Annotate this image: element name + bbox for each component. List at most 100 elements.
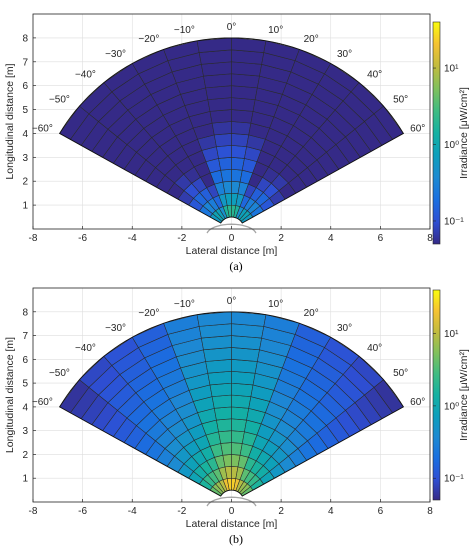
colorbar-tick-label: 10⁻¹ [444, 216, 464, 227]
y-axis-label: Longitudinal distance [m] [4, 63, 16, 179]
x-axis-label: Lateral distance [m] [186, 245, 278, 257]
angle-label: 20° [304, 34, 319, 45]
angle-label: −30° [105, 323, 126, 334]
colorbar-tick-label: 10⁻¹ [444, 474, 464, 485]
angle-label: −20° [138, 308, 159, 319]
heatmap-cell [231, 418, 247, 433]
angle-label: −50° [49, 368, 70, 379]
x-tick-label: 8 [427, 233, 433, 244]
angle-label: 10° [268, 25, 283, 36]
sector-outline [58, 37, 405, 224]
x-tick-label: 6 [378, 233, 384, 244]
x-tick-label: -8 [29, 506, 38, 517]
heatmap-cell [209, 382, 232, 397]
angle-label: 30° [337, 49, 352, 60]
sensor-marker [206, 223, 257, 234]
heatmap-cell [231, 133, 250, 147]
angle-label: −30° [105, 49, 126, 60]
y-axis-label: Longitudinal distance [m] [4, 337, 16, 453]
angle-label: −40° [75, 343, 96, 354]
y-tick-label: 1 [22, 201, 28, 212]
heatmap-cell [218, 157, 232, 171]
x-tick-label: 4 [328, 506, 334, 517]
sector-outline [58, 311, 405, 497]
heatmap-cell [231, 406, 250, 421]
angle-label: 0° [227, 22, 237, 33]
x-tick-label: 2 [278, 506, 284, 517]
y-tick-label: 5 [22, 105, 28, 116]
y-tick-label: 7 [22, 57, 28, 68]
colorbar [432, 289, 441, 501]
angle-label: 10° [268, 299, 283, 310]
heatmap-cell [231, 382, 254, 397]
angle-label: 40° [367, 69, 382, 80]
y-tick-label: 4 [22, 129, 28, 140]
heatmap-cell [231, 145, 247, 159]
angle-label: −20° [138, 34, 159, 45]
chart-panel-b: -8 -6 -4 -2 0 2 4 6 8 1 2 3 4 5 6 7 8 Lateral distance [m… [4, 287, 470, 546]
y-tick-label: 6 [22, 81, 28, 92]
x-tick-label: 0 [229, 233, 235, 244]
x-tick-label: -4 [128, 233, 137, 244]
y-tick-label: 8 [22, 33, 28, 44]
colorbar [432, 21, 441, 245]
colorbar-tick-label: 10¹ [444, 329, 459, 340]
angle-label: −10° [174, 25, 195, 36]
colorbar-tick-label: 10¹ [444, 64, 459, 75]
x-tick-label: 2 [278, 233, 284, 244]
y-tick-label: 5 [22, 379, 28, 390]
angle-label: 30° [337, 323, 352, 334]
x-tick-label: -8 [29, 233, 38, 244]
y-tick-label: 6 [22, 355, 28, 366]
angle-label: 20° [304, 308, 319, 319]
x-tick-label: -6 [78, 506, 87, 517]
colorbar-label: Irradiance [μW/cm²] [458, 349, 470, 441]
colorbar-tick-label: 10⁰ [444, 401, 459, 412]
y-tick-label: 3 [22, 426, 28, 437]
heatmap-cell [213, 133, 232, 147]
heatmap-cell [220, 168, 232, 183]
chart-panel-a: -8 -6 -4 -2 0 2 4 6 8 1 2 3 4 5 6 7 8 Lateral distance [m… [4, 13, 470, 273]
angle-label: −60° [32, 123, 53, 134]
heatmap-cell [216, 145, 232, 159]
panel-caption: (a) [229, 259, 242, 273]
y-tick-label: 3 [22, 153, 28, 164]
heatmap-cell [213, 406, 232, 421]
angle-label: 40° [367, 343, 382, 354]
heatmap-cell [231, 97, 256, 112]
panel-caption: (b) [229, 532, 243, 546]
heatmap-cell [220, 442, 232, 456]
heatmap-cell [231, 121, 252, 136]
angle-label: −60° [32, 397, 53, 408]
x-tick-label: -2 [177, 233, 186, 244]
heatmap-cell [231, 370, 256, 386]
x-tick-label: 4 [328, 233, 334, 244]
y-tick-label: 8 [22, 307, 28, 318]
angle-label: 0° [227, 296, 237, 307]
y-tick-label: 4 [22, 402, 28, 413]
angle-label: −10° [174, 299, 195, 310]
x-tick-label: -4 [128, 506, 137, 517]
heatmap-cell [211, 121, 232, 136]
heatmap-cell [207, 370, 232, 386]
y-tick-label: 2 [22, 450, 28, 461]
x-axis-label: Lateral distance [m] [186, 518, 278, 530]
y-tick-label: 7 [22, 331, 28, 342]
angle-label: 50° [393, 368, 408, 379]
x-tick-label: -6 [78, 233, 87, 244]
angle-label: 60° [410, 397, 425, 408]
angle-label: 50° [393, 94, 408, 105]
heatmap-cell [207, 97, 232, 112]
angle-label: −50° [49, 94, 70, 105]
angle-label: 60° [410, 123, 425, 134]
x-tick-label: 0 [229, 506, 235, 517]
colorbar-label: Irradiance [μW/cm²] [458, 87, 470, 179]
x-tick-label: -2 [177, 506, 186, 517]
angle-label: −40° [75, 69, 96, 80]
heatmap-cell [211, 394, 232, 409]
y-tick-label: 1 [22, 474, 28, 485]
heatmap-cell [216, 418, 232, 433]
x-tick-label: 6 [378, 506, 384, 517]
